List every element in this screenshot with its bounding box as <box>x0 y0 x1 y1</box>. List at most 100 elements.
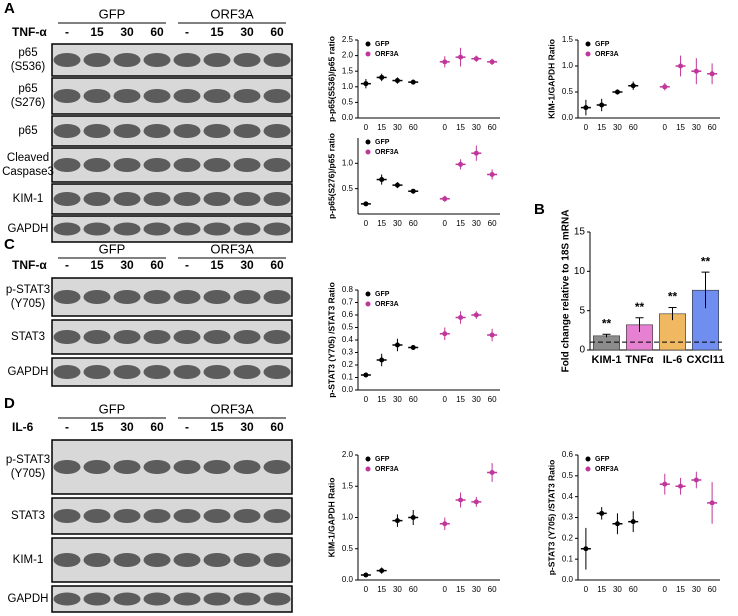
y-tick-label: 0.1 <box>342 373 354 382</box>
row-label: Caspase3 <box>2 166 54 178</box>
mean-point <box>662 84 668 90</box>
mean-point <box>489 470 495 475</box>
x-tick-label: 30 <box>613 585 622 594</box>
band <box>173 365 201 379</box>
x-tick-label: 60 <box>708 585 717 594</box>
band <box>143 330 171 344</box>
row-label: Cleaved <box>7 152 49 164</box>
row-label: GAPDH <box>8 223 49 235</box>
y-tick-label: 0.5 <box>342 184 354 193</box>
band <box>203 460 231 474</box>
group-label: GFP <box>99 6 126 21</box>
x-tick-label: 60 <box>488 395 497 404</box>
x-tick-label: 15 <box>456 585 465 594</box>
legend-label: GFP <box>375 139 390 146</box>
band <box>233 89 261 103</box>
y-tick-label: 0.2 <box>342 360 354 369</box>
band <box>263 158 291 172</box>
band <box>83 222 111 236</box>
x-tick-label: 60 <box>708 123 717 132</box>
band <box>173 53 201 67</box>
y-tick-label: 1.0 <box>562 61 574 70</box>
legend-label: GFP <box>595 456 610 463</box>
legend-marker <box>365 139 371 145</box>
lane-label: 15 <box>210 420 224 434</box>
band <box>173 290 201 304</box>
y-tick-label: 2.0 <box>342 450 354 459</box>
band <box>143 460 171 474</box>
x-tick-label: 60 <box>488 219 497 228</box>
mean-point <box>678 63 684 69</box>
mean-point <box>442 521 448 527</box>
x-tick-label: 0 <box>443 123 448 132</box>
y-axis-label: KIM-1/GAPDH Ratio <box>326 478 336 558</box>
x-tick-label: 30 <box>472 123 481 132</box>
lane-label: 60 <box>270 420 284 434</box>
y-tick-label: 0.0 <box>562 575 574 584</box>
band <box>113 53 141 67</box>
band <box>263 592 291 606</box>
x-tick-label: 15 <box>377 395 386 404</box>
mean-point <box>473 150 479 156</box>
mean-point <box>442 196 448 202</box>
y-tick-label: 0.5 <box>342 544 354 553</box>
row-label: KIM-1 <box>13 554 44 566</box>
group-label: ORF3A <box>210 401 254 416</box>
group-label: ORF3A <box>210 241 254 256</box>
band <box>233 509 261 523</box>
mean-point <box>599 510 605 516</box>
y-tick-label: 0.3 <box>342 348 354 357</box>
band <box>203 222 231 236</box>
mean-point <box>394 78 400 84</box>
x-tick-label: 30 <box>393 585 402 594</box>
y-tick-label: 0.7 <box>342 298 354 307</box>
y-tick-label: 0.6 <box>562 450 574 459</box>
mean-point <box>630 519 636 525</box>
band <box>53 222 81 236</box>
y-tick-label: 0.8 <box>342 285 354 294</box>
band <box>263 553 291 567</box>
legend-marker <box>365 51 371 57</box>
band <box>53 53 81 67</box>
band <box>53 365 81 379</box>
x-tick-label: 60 <box>409 395 418 404</box>
x-tick-label: 60 <box>409 585 418 594</box>
band <box>113 592 141 606</box>
band <box>203 592 231 606</box>
row-label: p-STAT3 <box>6 284 50 296</box>
x-tick-label: 15 <box>597 585 606 594</box>
mean-point <box>442 331 448 337</box>
mean-point <box>410 515 416 520</box>
mean-point <box>709 71 715 77</box>
annotation: ** <box>602 316 612 330</box>
x-tick-label: 0 <box>364 585 369 594</box>
y-axis-label: p-STAT3 (Y705) /STAT3 Ratio <box>546 460 556 576</box>
lane-label: 30 <box>240 25 254 39</box>
x-tick-label: 60 <box>409 219 418 228</box>
band <box>143 365 171 379</box>
band <box>233 592 261 606</box>
band <box>173 158 201 172</box>
band <box>263 460 291 474</box>
y-tick-label: 0.4 <box>562 492 574 501</box>
x-tick-label: 60 <box>488 123 497 132</box>
band <box>233 365 261 379</box>
y-axis-label: p-p65(S276)/p65 ratio <box>326 133 336 219</box>
legend-label: GFP <box>375 41 390 48</box>
lane-label: 60 <box>270 25 284 39</box>
y-tick-label: 0 <box>579 345 585 356</box>
y-tick-label: 0.4 <box>342 335 354 344</box>
mean-point <box>458 54 464 60</box>
y-tick-label: 0.0 <box>562 113 574 122</box>
legend-label: GFP <box>375 456 390 463</box>
band <box>143 553 171 567</box>
x-tick-label: 0 <box>584 585 589 594</box>
row-label: (Y705) <box>11 298 46 310</box>
band <box>233 290 261 304</box>
band <box>203 509 231 523</box>
mean-point <box>473 499 479 505</box>
band <box>233 192 261 206</box>
legend-label: ORF3A <box>375 51 399 58</box>
